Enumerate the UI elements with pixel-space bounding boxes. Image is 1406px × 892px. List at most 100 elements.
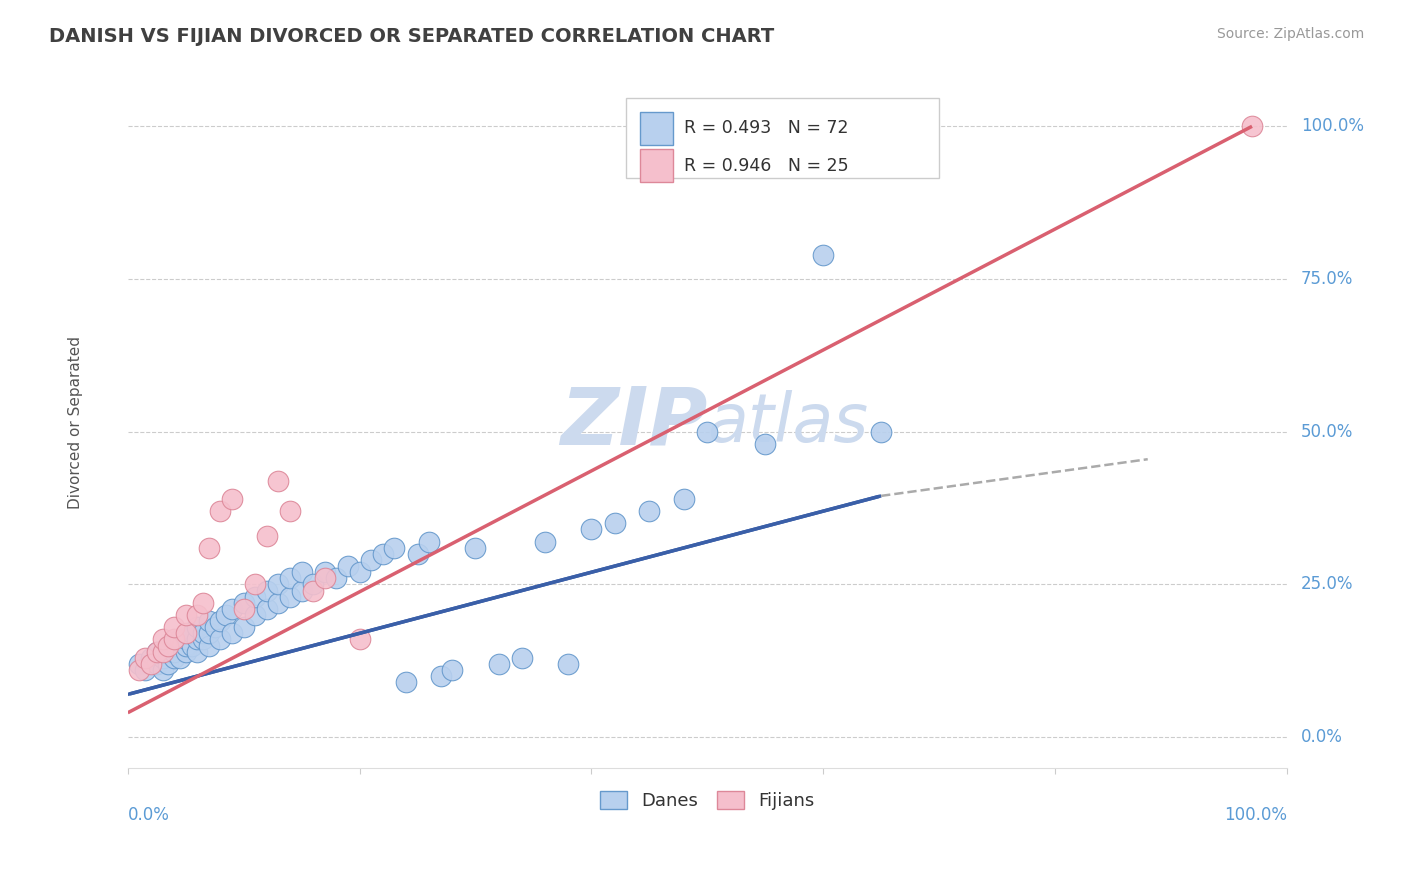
Text: atlas: atlas: [707, 390, 869, 456]
Text: 0.0%: 0.0%: [1301, 728, 1343, 747]
Point: [145, 645, 167, 659]
Point: [180, 639, 202, 653]
Point: [163, 620, 186, 634]
Point: [128, 663, 150, 677]
Point: [441, 663, 464, 677]
Point: [232, 620, 254, 634]
Text: 0.0%: 0.0%: [128, 805, 170, 823]
Point: [232, 602, 254, 616]
Point: [163, 632, 186, 647]
Point: [360, 553, 382, 567]
Text: R = 0.946   N = 25: R = 0.946 N = 25: [685, 157, 849, 175]
Point: [534, 534, 557, 549]
Point: [754, 437, 776, 451]
Point: [673, 491, 696, 506]
FancyBboxPatch shape: [640, 149, 672, 182]
Point: [174, 645, 197, 659]
Point: [186, 632, 208, 647]
Point: [134, 650, 156, 665]
Point: [191, 632, 214, 647]
Point: [406, 547, 429, 561]
Point: [811, 247, 834, 261]
Point: [382, 541, 405, 555]
Point: [314, 566, 336, 580]
Point: [371, 547, 394, 561]
Point: [139, 650, 162, 665]
Point: [256, 602, 278, 616]
Point: [510, 650, 533, 665]
Point: [169, 632, 191, 647]
Point: [204, 620, 226, 634]
Point: [152, 650, 174, 665]
Point: [152, 632, 174, 647]
Point: [302, 583, 325, 598]
Point: [291, 566, 314, 580]
Point: [152, 663, 174, 677]
Point: [245, 607, 267, 622]
Point: [145, 645, 167, 659]
Point: [157, 639, 180, 653]
Point: [245, 577, 267, 591]
Point: [198, 626, 221, 640]
Point: [464, 541, 486, 555]
Point: [603, 516, 626, 531]
Text: 25.0%: 25.0%: [1301, 575, 1353, 593]
Point: [232, 596, 254, 610]
Point: [198, 541, 221, 555]
Point: [314, 571, 336, 585]
Point: [174, 626, 197, 640]
Point: [278, 504, 301, 518]
Point: [163, 650, 186, 665]
Point: [256, 583, 278, 598]
Point: [1240, 120, 1263, 134]
Point: [198, 639, 221, 653]
Point: [134, 663, 156, 677]
Point: [349, 566, 371, 580]
Point: [215, 607, 238, 622]
Point: [557, 657, 579, 671]
Point: [638, 504, 661, 518]
Point: [337, 559, 360, 574]
Text: R = 0.493   N = 72: R = 0.493 N = 72: [685, 120, 849, 137]
Point: [302, 577, 325, 591]
Point: [174, 632, 197, 647]
Point: [186, 607, 208, 622]
Point: [139, 657, 162, 671]
Point: [291, 583, 314, 598]
Legend: Danes, Fijians: Danes, Fijians: [593, 783, 821, 817]
Point: [209, 504, 232, 518]
Text: ZIP: ZIP: [560, 384, 707, 461]
Point: [163, 645, 186, 659]
Point: [191, 626, 214, 640]
Text: 100.0%: 100.0%: [1223, 805, 1286, 823]
Point: [349, 632, 371, 647]
Point: [221, 491, 243, 506]
FancyBboxPatch shape: [626, 98, 939, 178]
Point: [186, 620, 208, 634]
Point: [429, 669, 451, 683]
Point: [267, 596, 290, 610]
Point: [278, 590, 301, 604]
Text: DANISH VS FIJIAN DIVORCED OR SEPARATED CORRELATION CHART: DANISH VS FIJIAN DIVORCED OR SEPARATED C…: [49, 27, 775, 45]
Point: [581, 523, 603, 537]
Point: [256, 528, 278, 542]
Point: [278, 571, 301, 585]
Point: [157, 645, 180, 659]
Point: [267, 474, 290, 488]
Point: [174, 639, 197, 653]
FancyBboxPatch shape: [640, 112, 672, 145]
Point: [418, 534, 440, 549]
Point: [180, 626, 202, 640]
Point: [209, 614, 232, 628]
Point: [245, 590, 267, 604]
Point: [209, 632, 232, 647]
Point: [395, 675, 418, 690]
Point: [163, 639, 186, 653]
Point: [267, 577, 290, 591]
Text: 75.0%: 75.0%: [1301, 270, 1353, 288]
Point: [157, 639, 180, 653]
Point: [870, 425, 893, 439]
Point: [191, 596, 214, 610]
Point: [157, 657, 180, 671]
Text: Divorced or Separated: Divorced or Separated: [67, 336, 83, 509]
